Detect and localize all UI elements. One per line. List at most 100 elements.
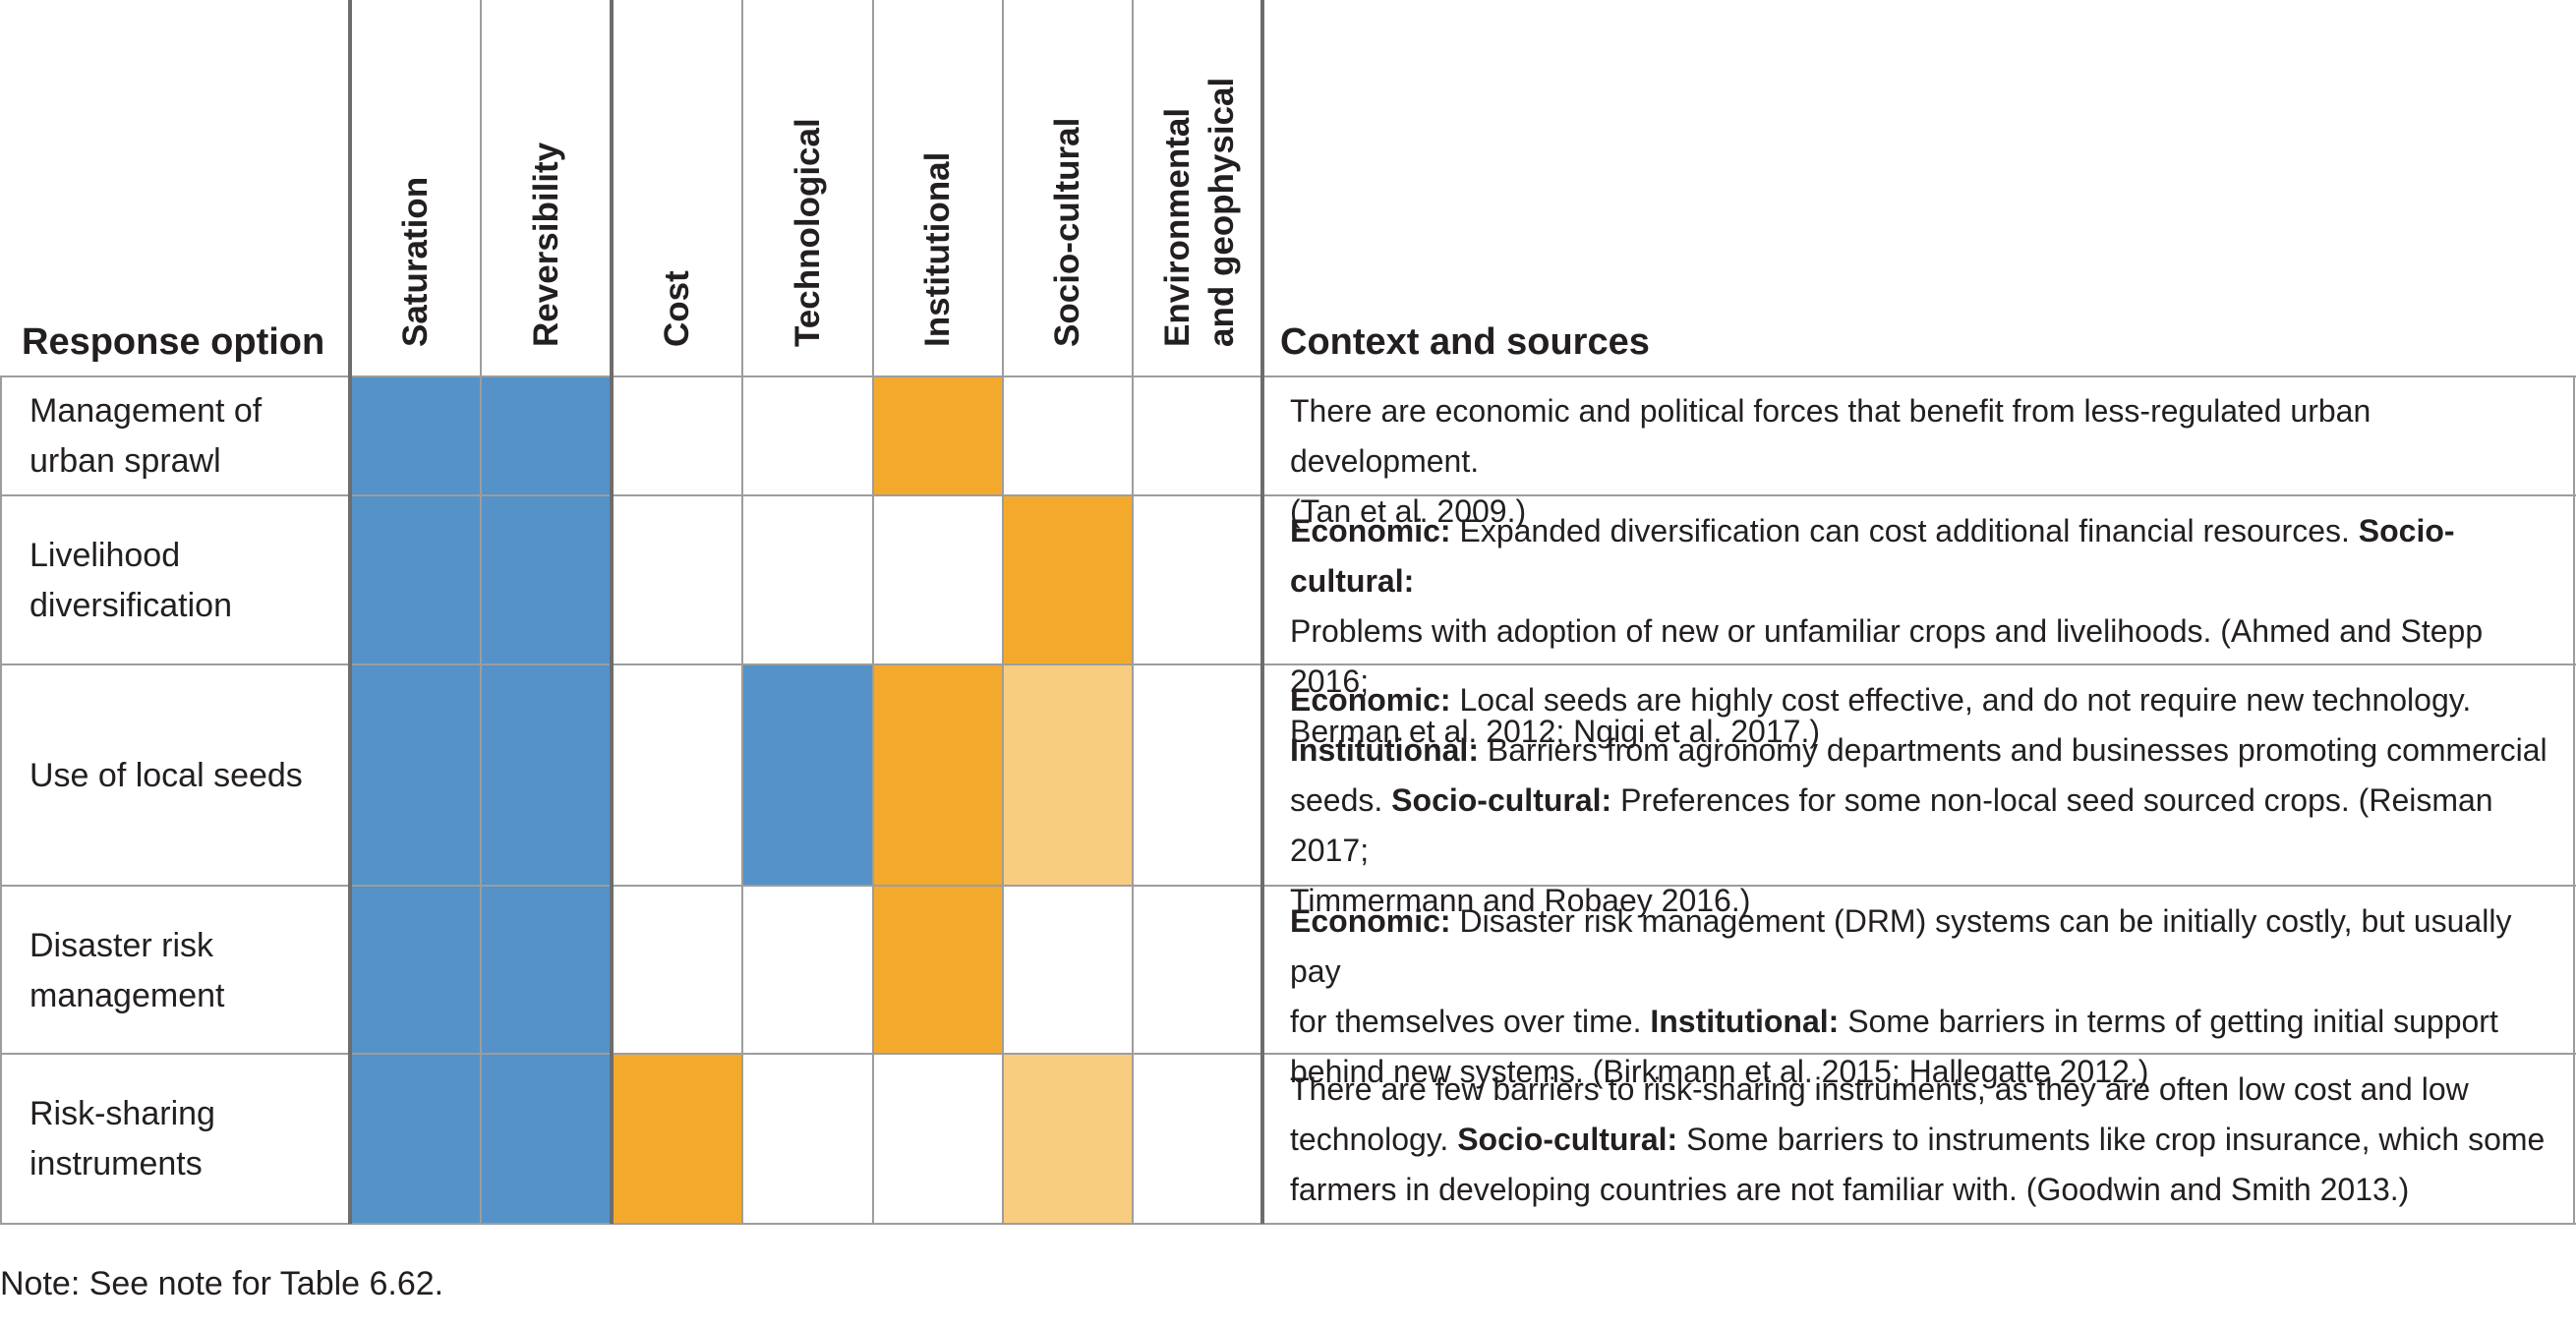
rating-cell (742, 495, 873, 664)
context-bold: Economic: (1290, 513, 1451, 548)
rating-cell (612, 886, 742, 1054)
context-bold: Economic: (1290, 903, 1451, 939)
rating-cell (481, 664, 612, 886)
saturation-header: Saturation (350, 0, 481, 376)
rating-cell (481, 1054, 612, 1224)
cost-header: Cost (612, 0, 742, 376)
rating-cell (1003, 886, 1133, 1054)
rating-cell (612, 1054, 742, 1224)
context-bold: Institutional: (1650, 1004, 1840, 1039)
row-label-line: Risk-sharing (29, 1095, 215, 1132)
rating-cell (1133, 376, 1262, 495)
context-line: Berman et al. 2012; Ngigi et al. 2017.) (1290, 714, 1820, 749)
environmental-header: Environmental and geophysical (1133, 0, 1262, 376)
rating-cell (873, 886, 1003, 1054)
context-livelihood: Economic: Expanded diversification can c… (1290, 506, 2568, 757)
context-line: behind new systems. (Birkmann et al. 201… (1290, 1054, 2149, 1089)
rating-cell (873, 495, 1003, 664)
institutional-header: Institutional (873, 0, 1003, 376)
table-edge-right (2573, 376, 2575, 1224)
column-divider (1132, 0, 1134, 1224)
technological-header: Technological (742, 0, 873, 376)
context-line: seeds. Socio-cultural: Preferences for s… (1290, 776, 2568, 876)
row-divider (0, 1223, 2576, 1225)
context-bold: Economic: (1290, 682, 1451, 718)
context-local-seeds: Economic: Local seeds are highly cost ef… (1290, 675, 2568, 926)
rating-cell (350, 886, 481, 1054)
socio-cultural-header: Socio-cultural (1003, 0, 1133, 376)
context-risk-sharing: There are few barriers to risk-sharing i… (1290, 1065, 2568, 1215)
saturation-header-label: Saturation (395, 176, 435, 347)
context-text: Some barriers to instruments like crop i… (1677, 1122, 2546, 1157)
context-bold: Socio-cultural: (1457, 1122, 1678, 1157)
rating-cell (742, 1054, 873, 1224)
rating-cell (742, 664, 873, 886)
environmental-header-label-1: Environmental (1158, 107, 1197, 347)
rating-cell (481, 376, 612, 495)
response-option-header: Response option (22, 321, 325, 363)
context-bold: Institutional: (1290, 732, 1479, 768)
row-divider (0, 664, 2576, 665)
context-line: There are economic and political forces … (1290, 393, 2371, 479)
row-label-line: Livelihood (29, 537, 181, 574)
table-note: Note: See note for Table 6.62. (0, 1265, 444, 1302)
rating-cell (1003, 1054, 1133, 1224)
row-label-risk-sharing: Risk-sharing instruments (29, 1089, 215, 1189)
rating-cell (742, 886, 873, 1054)
rating-cell (481, 495, 612, 664)
context-line: Economic: Local seeds are highly cost ef… (1290, 675, 2568, 725)
context-line: farmers in developing countries are not … (1290, 1172, 2410, 1207)
rating-cell (350, 376, 481, 495)
row-label-line: Management of (29, 392, 263, 430)
row-label-line: urban sprawl (29, 442, 221, 480)
rating-cell (612, 664, 742, 886)
row-divider (0, 1053, 2576, 1055)
row-label-disaster: Disaster risk management (29, 921, 224, 1021)
cost-header-label: Cost (657, 270, 696, 347)
rating-cell (350, 664, 481, 886)
rating-cell (1003, 664, 1133, 886)
column-divider-thick (610, 0, 614, 1224)
table-edge-left (0, 376, 2, 1224)
rating-cell (1003, 376, 1133, 495)
rating-cell (1133, 664, 1262, 886)
socio-cultural-header-label: Socio-cultural (1048, 117, 1086, 347)
column-divider (1002, 0, 1004, 1224)
rating-cell (1003, 495, 1133, 664)
rating-cell (1133, 886, 1262, 1054)
technological-header-label: Technological (788, 118, 827, 347)
rating-cell (873, 376, 1003, 495)
context-line: Economic: Disaster risk management (DRM)… (1290, 896, 2568, 997)
environmental-header-label-2: and geophysical (1202, 77, 1241, 347)
institutional-header-label: Institutional (918, 151, 957, 347)
row-divider (0, 375, 2576, 377)
rating-cell (350, 1054, 481, 1224)
rating-cell (612, 495, 742, 664)
context-header: Context and sources (1280, 321, 1650, 363)
row-label-line: diversification (29, 587, 232, 624)
context-text: Preferences for some non-local seed sour… (1290, 782, 2493, 868)
context-urban-sprawl: There are economic and political forces … (1290, 386, 2568, 537)
row-label-line: instruments (29, 1145, 203, 1183)
context-bold: Socio-cultural: (1391, 782, 1612, 818)
context-text: Barriers from agronomy departments and b… (1478, 732, 2547, 768)
context-line: (Tan et al. 2009.) (1290, 493, 1527, 529)
rating-cell (873, 1054, 1003, 1224)
row-label-livelihood: Livelihood diversification (29, 531, 232, 631)
column-divider (872, 0, 874, 1224)
context-text: Expanded diversification can cost additi… (1450, 513, 2359, 548)
column-divider (741, 0, 743, 1224)
context-text: technology. (1290, 1122, 1458, 1157)
column-divider-thick (1260, 0, 1264, 1224)
context-line: Economic: Expanded diversification can c… (1290, 506, 2568, 606)
context-text: Some barriers in terms of getting initia… (1839, 1004, 2498, 1039)
assessment-table: Response option Saturation Reversibility… (0, 0, 2576, 1225)
rating-cell (1133, 1054, 1262, 1224)
context-text: for themselves over time. (1290, 1004, 1651, 1039)
row-label-line: management (29, 977, 225, 1014)
row-label-urban-sprawl: Management of urban sprawl (29, 386, 262, 487)
rating-cell (612, 376, 742, 495)
context-disaster: Economic: Disaster risk management (DRM)… (1290, 896, 2568, 1097)
context-text: Disaster risk management (DRM) systems c… (1290, 903, 2512, 989)
context-line: Institutional: Barriers from agronomy de… (1290, 725, 2568, 776)
